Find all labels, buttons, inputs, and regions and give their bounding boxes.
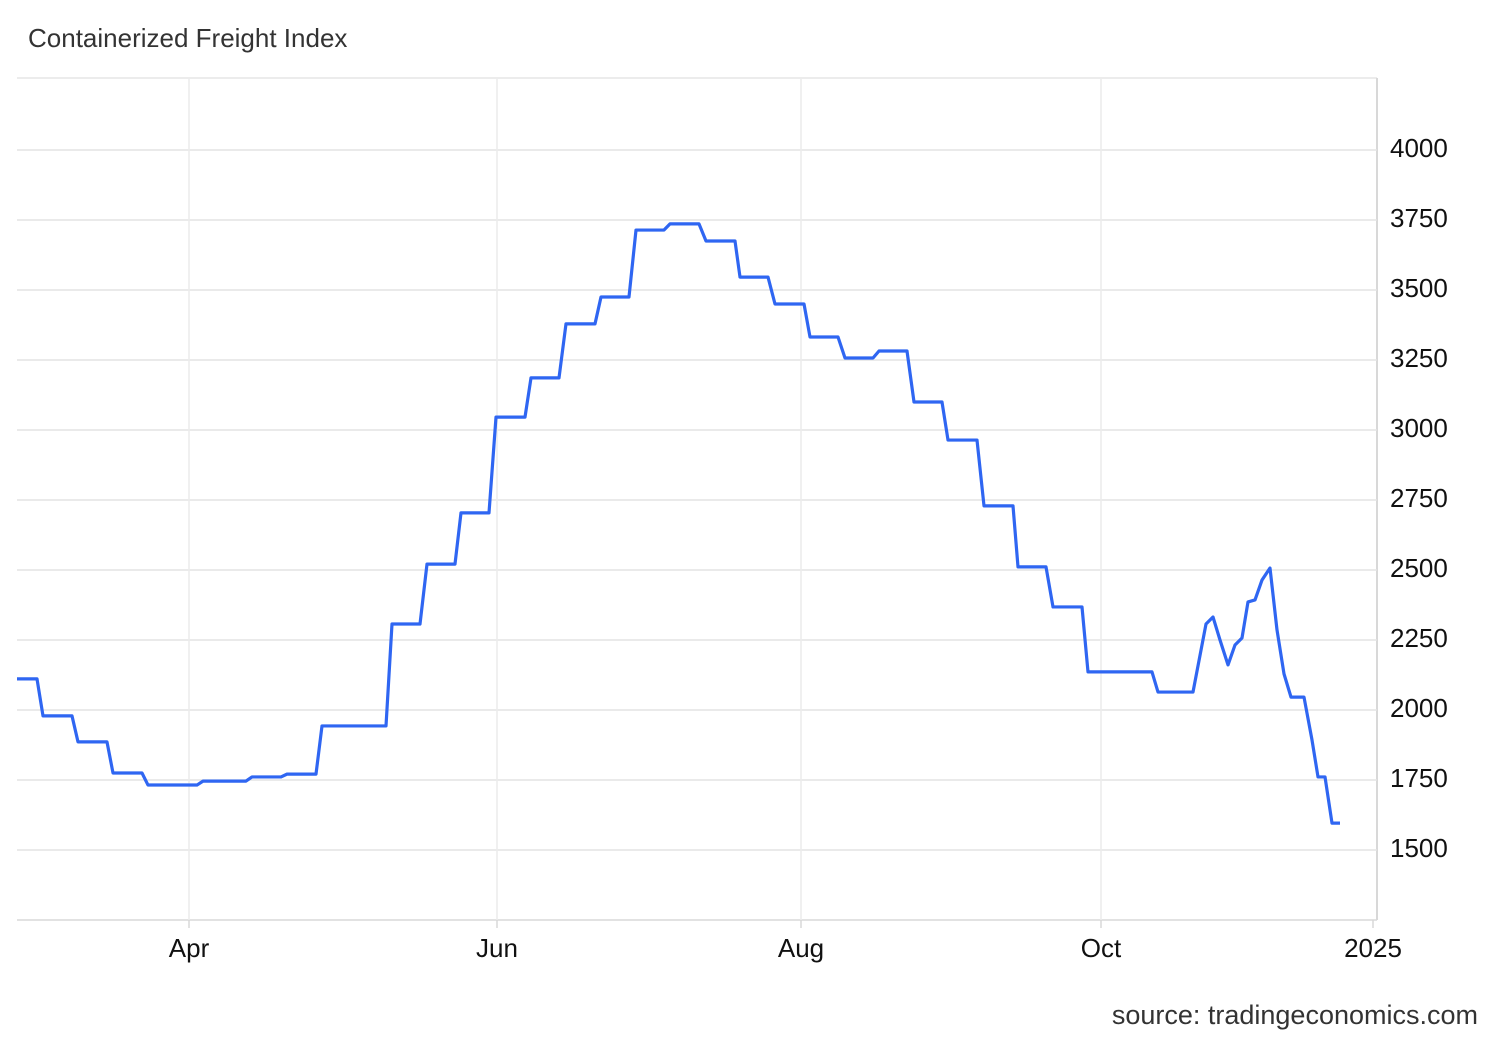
data-line: [17, 222, 1340, 825]
y-tick-label: 3000: [1390, 413, 1448, 443]
x-tick-label: Aug: [778, 933, 824, 963]
x-tick-label: Jun: [476, 933, 518, 963]
x-tick-label: Apr: [169, 933, 210, 963]
y-tick-label: 4000: [1390, 133, 1448, 163]
y-tick-label: 2000: [1390, 693, 1448, 723]
y-tick-label: 1500: [1390, 833, 1448, 863]
x-tick-label: 2025: [1344, 933, 1402, 963]
source: source: tradingeconomics.com: [1112, 1000, 1478, 1030]
y-tick-label: 2250: [1390, 623, 1448, 653]
x-tick-label: Oct: [1081, 933, 1122, 963]
y-tick-label: 2750: [1390, 483, 1448, 513]
y-tick-label: 3250: [1390, 343, 1448, 373]
y-tick-label: 1750: [1390, 763, 1448, 793]
chart-title: Containerized Freight Index: [28, 23, 347, 53]
y-tick-label: 3500: [1390, 273, 1448, 303]
y-tick-label: 3750: [1390, 203, 1448, 233]
y-tick-label: 2500: [1390, 553, 1448, 583]
